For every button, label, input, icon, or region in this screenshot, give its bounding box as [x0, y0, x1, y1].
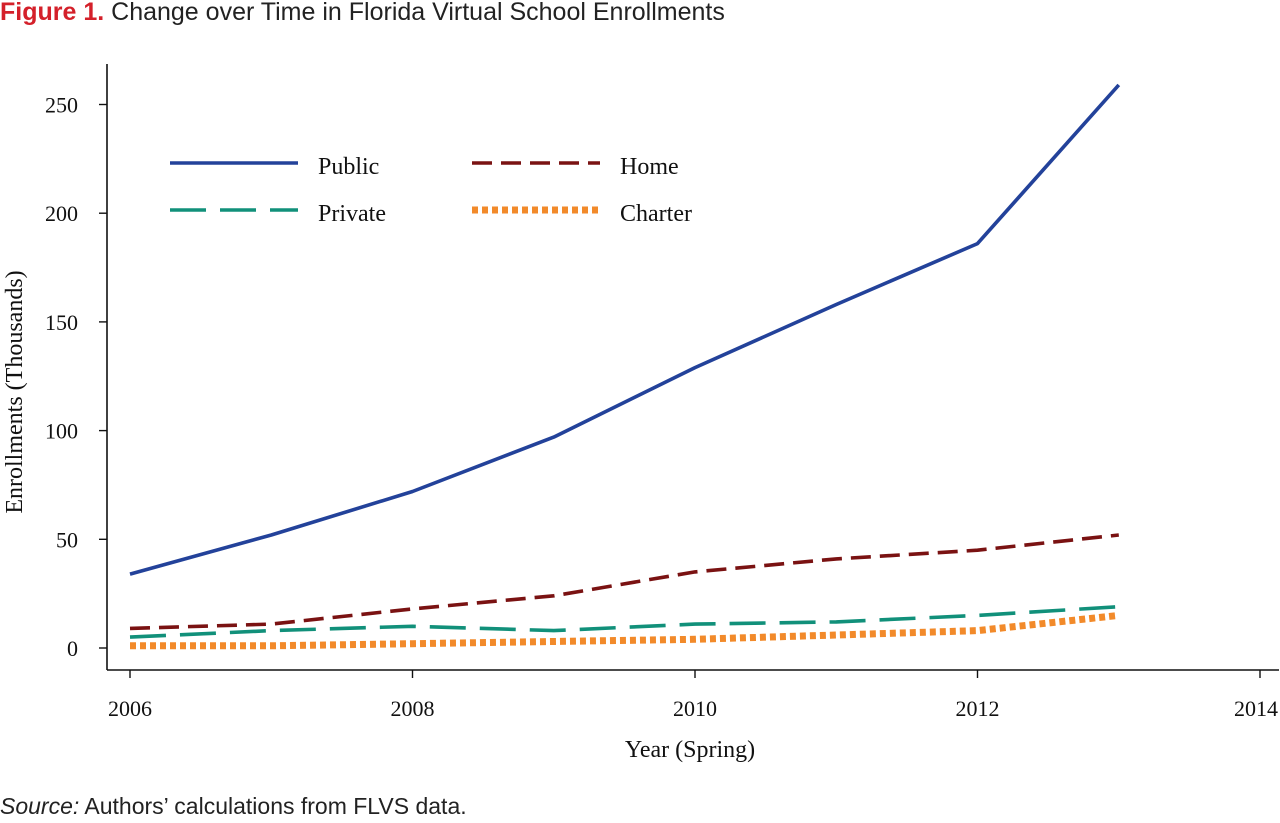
legend-label-charter: Charter [620, 201, 692, 227]
y-axis-title: Enrollments (Thousands) [2, 270, 28, 513]
y-tick-label: 200 [45, 201, 78, 226]
x-tick-label: 2006 [108, 696, 152, 721]
legend-label-public: Public [318, 154, 379, 180]
y-tick-label: 250 [45, 93, 78, 118]
figure-title-text: Change over Time in Florida Virtual Scho… [111, 0, 725, 26]
figure-number: Figure 1. [0, 0, 105, 26]
y-tick-label: 100 [45, 419, 78, 444]
y-tick-label: 0 [67, 636, 78, 661]
x-axis-title: Year (Spring) [625, 737, 755, 763]
x-tick-label: 2010 [673, 696, 717, 721]
source-note: Source: Authors’ calculations from FLVS … [0, 793, 467, 820]
legend-label-home: Home [620, 154, 679, 180]
y-tick-label: 50 [56, 527, 78, 552]
y-tick-label: 150 [45, 310, 78, 335]
legend-label-private: Private [318, 201, 386, 227]
figure-title: Figure 1. Change over Time in Florida Vi… [0, 0, 725, 27]
x-tick-label: 2008 [391, 696, 435, 721]
series-line-private [129, 604, 1119, 639]
x-tick-label: 2014 [1234, 696, 1278, 721]
series-line-home [129, 533, 1119, 631]
series-line-charter [130, 611, 1120, 650]
x-tick-label: 2012 [956, 696, 1000, 721]
source-lead: Source: [0, 793, 80, 819]
source-text: Authors’ calculations from FLVS data. [84, 793, 467, 819]
series-line-public [129, 83, 1121, 576]
